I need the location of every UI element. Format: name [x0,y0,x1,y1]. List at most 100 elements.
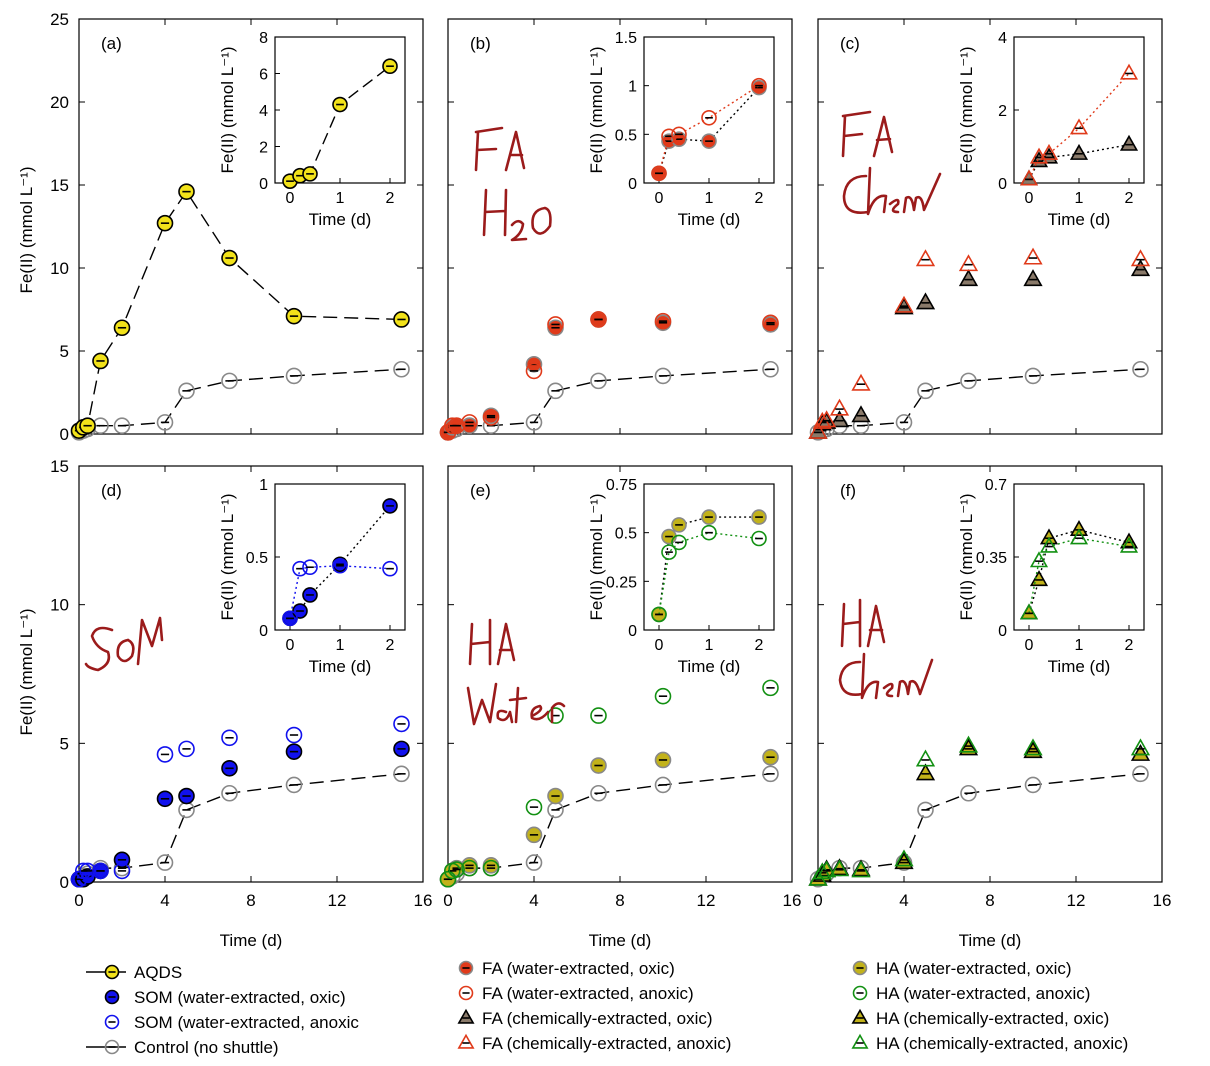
y-axis-label-bottom: Fe(II) (mmol L⁻¹) [17,608,36,735]
inset-y-tick-label: 6 [259,67,268,84]
y-tick-label: 10 [50,259,69,278]
data-point [762,748,779,766]
y-tick-label: 5 [60,342,69,361]
data-point [221,784,238,802]
legend-entry: Control (no shuttle) [86,1038,279,1057]
data-point [525,355,543,373]
data-point [448,861,465,878]
data-point [917,801,934,819]
x-tick-label: 12 [1067,891,1086,910]
annotation-ha-chem [838,598,934,700]
inset-y-tick-label: 2 [998,103,1007,120]
x-axis-label-d: Time (d) [220,931,283,950]
inset-data-point [701,133,717,149]
panel-label: (e) [470,481,491,500]
data-point [762,765,779,783]
data-point [654,687,672,705]
data-point [1132,765,1149,783]
data-point [851,373,871,391]
data-point [915,749,936,767]
inset-data-point [382,498,398,514]
inset-x-tick-label: 2 [386,637,395,654]
data-point [894,852,914,870]
data-point [393,715,410,733]
data-point [482,859,500,877]
data-point [178,183,195,200]
inset-x-axis-label: Time (d) [309,657,372,676]
data-point [917,382,934,400]
inset-data-point [751,77,767,94]
inset-data-point [332,557,348,574]
data-point [156,854,174,871]
inset-y-tick-label: 0 [628,623,637,640]
legend-entry: SOM (water-extracted, oxic) [104,988,346,1007]
data-point [461,859,478,877]
inset-data-point [1119,536,1139,553]
inset-data-point [1119,134,1139,151]
data-point [829,398,850,416]
data-point [1023,269,1043,287]
inset-y-axis-label: Fe(II) (mmol L⁻¹) [587,493,606,620]
inset-y-tick-label: 0.35 [976,550,1007,567]
legend-label: SOM (water-extracted, oxic) [134,988,346,1007]
inset-x-axis-label: Time (d) [1048,657,1111,676]
data-point [960,784,977,802]
inset-y-tick-label: 0.5 [615,526,637,543]
data-point [762,314,779,332]
legend-label: HA (chemically-extracted, anoxic) [876,1034,1128,1053]
inset-series-line [658,516,759,615]
inset-series-line [289,65,391,182]
inset-data-point [1069,143,1089,160]
x-tick-label: 8 [985,891,994,910]
inset-data-point [382,58,398,74]
data-point [285,776,303,794]
inset-data-point [1019,169,1039,186]
inset-series-line [1028,529,1130,614]
inset-data-point [701,524,717,541]
inset-data-point [651,165,667,182]
data-point [79,417,96,435]
data-point [461,414,478,431]
panel-label: (c) [840,34,860,53]
data-point [1023,738,1043,756]
inset-x-tick-label: 0 [655,637,664,654]
inset-data-point [282,610,298,627]
data-point [960,372,977,390]
legend-marker [852,960,868,976]
inset-y-tick-label: 0 [259,623,268,640]
inset-series-line [658,531,760,615]
data-point [958,254,979,272]
data-point [393,740,410,758]
x-tick-label: 0 [443,891,452,910]
annotation-ha-water [466,618,566,726]
data-point [547,801,564,819]
data-point [1130,738,1151,756]
data-point [816,410,837,428]
inset-series-line [1028,73,1130,180]
data-point [393,360,410,378]
inset-data-point [302,587,318,603]
inset-x-tick-label: 2 [755,637,764,654]
inset-frame [1013,483,1145,631]
data-point [1023,247,1043,265]
inset-y-tick-label: 1 [628,79,637,96]
data-point [525,854,543,871]
legend-entry: FA (chemically-extracted, oxic) [457,1008,713,1028]
data-point [221,759,238,777]
inset-y-tick-label: 4 [259,103,268,120]
data-point [654,367,672,385]
inset-y-tick-label: 4 [998,30,1007,47]
inset-data-point [292,603,308,619]
x-tick-label: 4 [529,891,538,910]
series-line [817,368,1141,433]
data-point [525,414,543,431]
data-point [829,859,850,877]
inset-chart: 0 1 2 0 0.5 1 Time (d) Fe(II) (mmol L⁻¹) [218,477,406,676]
inset-data-point [1069,528,1089,545]
plot-frame [817,18,1163,435]
data-point [285,743,303,760]
legend-label: FA (chemically-extracted, anoxic) [482,1034,731,1053]
inset-x-tick-label: 0 [1025,637,1034,654]
plot-frame [817,465,1163,883]
